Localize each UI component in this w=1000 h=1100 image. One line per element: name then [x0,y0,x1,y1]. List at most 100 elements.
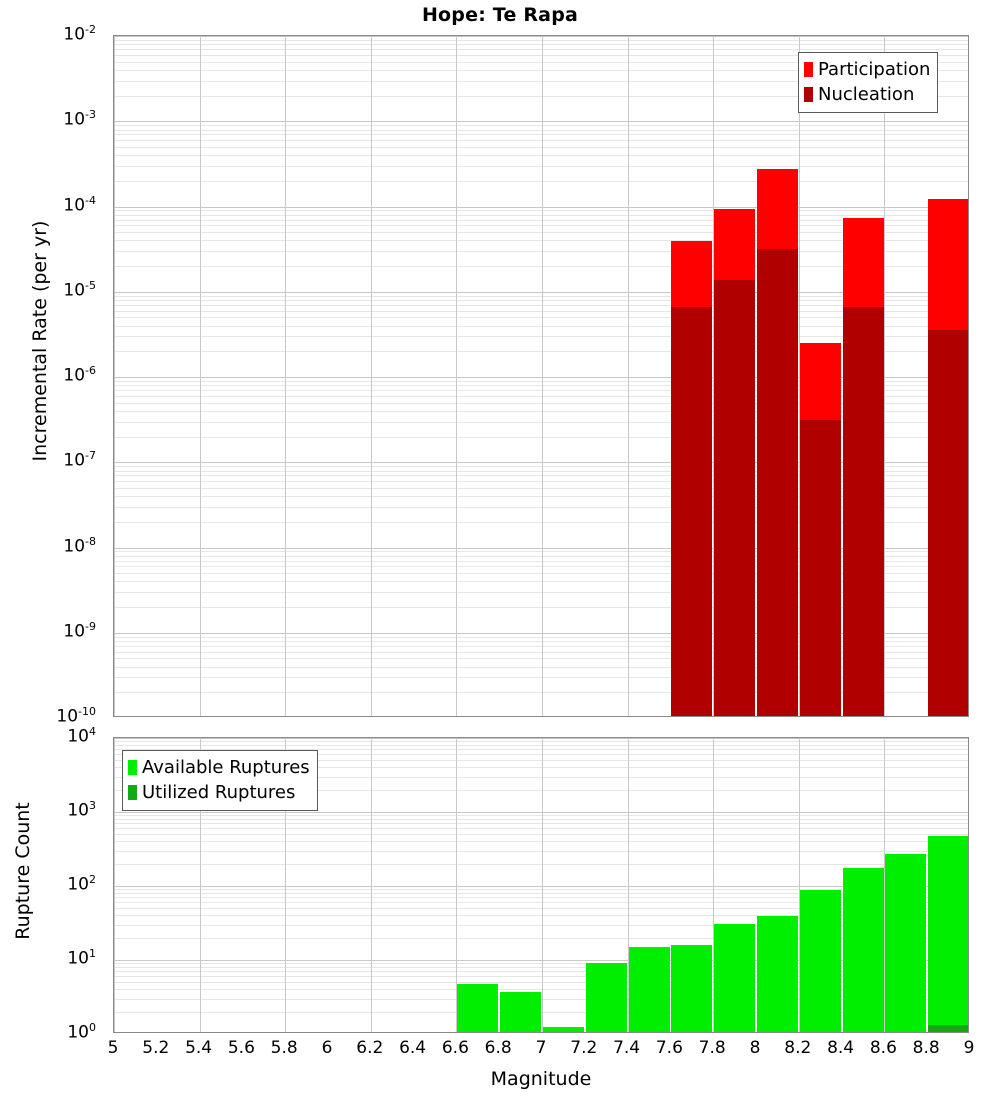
gridline-major-v [114,36,115,716]
grid-bottom [114,738,968,1032]
gridline-minor-h [114,982,968,983]
gridline-major-v [884,738,885,1032]
x-axis-tick-label: 5.8 [270,1038,298,1058]
gridline-minor-h [114,351,968,352]
gridline-minor-h [114,471,968,472]
y-axis-tick-label: 102 [67,873,96,895]
legend-label-nucleation: Nucleation [818,83,915,105]
x-axis-tick-label: 5.2 [142,1038,170,1058]
x-axis-tick-label: 7.4 [613,1038,641,1058]
gridline-minor-h [114,823,968,824]
x-axis-tick-label: 7.2 [570,1038,598,1058]
x-axis-tick-label: 6.6 [441,1038,469,1058]
y-axis-tick-label: 103 [67,799,96,821]
bar-utilized-ruptures [928,1025,968,1032]
bar-available-ruptures [457,984,498,1032]
x-axis-label: Magnitude [490,1068,592,1090]
bar-nucleation [928,330,968,716]
gridline-minor-h [114,851,968,852]
gridline-major-v [371,36,372,716]
gridline-minor-h [114,741,968,742]
gridline-major-v [371,738,372,1032]
gridline-minor-h [114,181,968,182]
gridline-minor-h [114,897,968,898]
gridline-minor-h [114,507,968,508]
gridline-minor-h [114,556,968,557]
y-axis-tick-label: 100 [67,1021,96,1043]
legend-item-available-ruptures[interactable]: Available Ruptures [128,755,310,780]
x-axis-tick-label: 7 [535,1038,547,1058]
gridline-minor-h [114,251,968,252]
gridline-minor-h [114,55,968,56]
gridline-minor-h [114,646,968,647]
y-axis-tick-label: 101 [67,947,96,969]
gridline-minor-h [114,834,968,835]
gridline-minor-h [114,889,968,890]
gridline-minor-h [114,893,968,894]
gridline-major-v [200,738,201,1032]
gridline-minor-h [114,305,968,306]
gridline-minor-h [114,561,968,562]
x-axis-tick-label: 6.4 [399,1038,427,1058]
gridline-minor-h [114,411,968,412]
gridline-minor-h [114,637,968,638]
bar-nucleation [843,307,884,716]
gridline-minor-h [114,566,968,567]
gridline-minor-h [114,232,968,233]
gridline-minor-h [114,147,968,148]
participation-swatch-icon [804,62,813,77]
gridline-major-v [542,738,543,1032]
gridline-minor-h [114,488,968,489]
gridline-minor-h [114,336,968,337]
gridline-minor-h [114,390,968,391]
gridline-minor-h [114,385,968,386]
gridline-minor-h [114,963,968,964]
gridline-major-h [114,886,968,887]
x-axis-tick-label: 8.4 [827,1038,855,1058]
x-axis-tick-label: 5.6 [227,1038,255,1058]
gridline-major-h [114,36,968,37]
grid-top [114,36,968,716]
gridline-major-v [884,36,885,716]
x-axis-tick-label: 5 [107,1038,119,1058]
gridline-minor-h [114,522,968,523]
gridline-minor-h [114,49,968,50]
gridline-minor-h [114,220,968,221]
bar-available-ruptures [757,916,798,1032]
gridline-major-v [799,36,800,716]
gridline-minor-h [114,607,968,608]
gridline-minor-h [114,40,968,41]
bars-bottom [114,738,968,1032]
gridline-minor-h [114,215,968,216]
gridline-minor-h [114,976,968,977]
gridline-major-h [114,548,968,549]
gridline-minor-h [114,155,968,156]
gridline-minor-h [114,225,968,226]
gridline-minor-h [114,767,968,768]
bar-nucleation [671,307,712,716]
bar-available-ruptures [843,868,884,1032]
gridline-minor-h [114,902,968,903]
bars-top [114,36,968,716]
legend-item-participation[interactable]: Participation [804,57,930,82]
gridline-minor-h [114,44,968,45]
gridline-minor-h [114,81,968,82]
gridline-minor-h [114,134,968,135]
gridline-minor-h [114,967,968,968]
legend-item-utilized-ruptures[interactable]: Utilized Ruptures [128,780,310,805]
gridline-minor-h [114,1012,968,1013]
bar-available-ruptures [885,854,926,1032]
legend-item-nucleation[interactable]: Nucleation [804,82,930,107]
gridline-minor-h [114,819,968,820]
gridline-minor-h [114,140,968,141]
bar-nucleation [714,280,755,716]
y-axis-tick-label: 10-3 [63,108,96,130]
gridline-major-h [114,207,968,208]
bar-nucleation [757,249,798,716]
legend-label-available-ruptures: Available Ruptures [142,756,310,778]
gridline-minor-h [114,999,968,1000]
gridline-minor-h [114,317,968,318]
gridline-minor-h [114,311,968,312]
y-axis-tick-label: 10-6 [63,364,96,386]
